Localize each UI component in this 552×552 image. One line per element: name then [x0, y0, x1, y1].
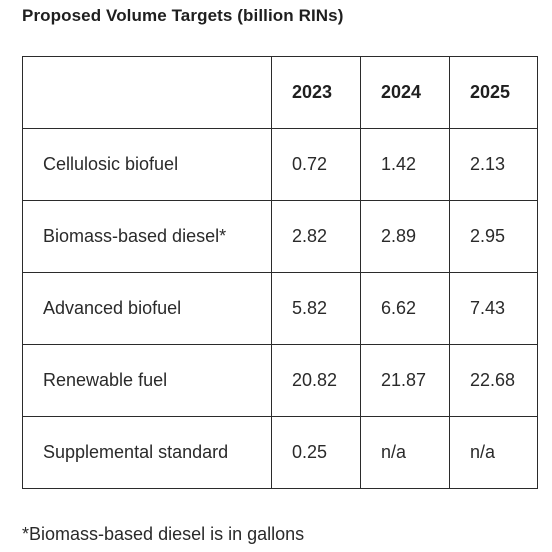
header-cell-blank [22, 56, 272, 129]
row-label: Supplemental standard [22, 416, 272, 489]
row-label: Cellulosic biofuel [22, 128, 272, 201]
table-cell: 5.82 [271, 272, 361, 345]
table-cell: 22.68 [449, 344, 538, 417]
row-label: Advanced biofuel [22, 272, 272, 345]
table-cell: 20.82 [271, 344, 361, 417]
footnote: *Biomass-based diesel is in gallons [22, 524, 305, 544]
table-row: Biomass-based diesel* 2.82 2.89 2.95 [22, 200, 538, 273]
table-cell: 1.42 [360, 128, 450, 201]
volume-targets-table: 2023 2024 2025 Cellulosic biofuel 0.72 1… [22, 56, 538, 489]
page-title: Proposed Volume Targets (billion RINs) [22, 6, 344, 25]
table-row: Cellulosic biofuel 0.72 1.42 2.13 [22, 128, 538, 201]
table-row: Advanced biofuel 5.82 6.62 7.43 [22, 272, 538, 345]
header-cell-2023: 2023 [271, 56, 361, 129]
row-label: Renewable fuel [22, 344, 272, 417]
table-cell: 7.43 [449, 272, 538, 345]
table-cell: 2.82 [271, 200, 361, 273]
table-cell: 2.13 [449, 128, 538, 201]
table-cell: 0.72 [271, 128, 361, 201]
table-row: Supplemental standard 0.25 n/a n/a [22, 416, 538, 489]
row-label: Biomass-based diesel* [22, 200, 272, 273]
header-cell-2024: 2024 [360, 56, 450, 129]
header-cell-2025: 2025 [449, 56, 538, 129]
table-cell: 2.95 [449, 200, 538, 273]
table-header-row: 2023 2024 2025 [22, 56, 538, 129]
table-cell: 0.25 [271, 416, 361, 489]
table-cell: 2.89 [360, 200, 450, 273]
table-row: Renewable fuel 20.82 21.87 22.68 [22, 344, 538, 417]
table-cell: n/a [449, 416, 538, 489]
table-cell: 6.62 [360, 272, 450, 345]
table-cell: 21.87 [360, 344, 450, 417]
table-cell: n/a [360, 416, 450, 489]
